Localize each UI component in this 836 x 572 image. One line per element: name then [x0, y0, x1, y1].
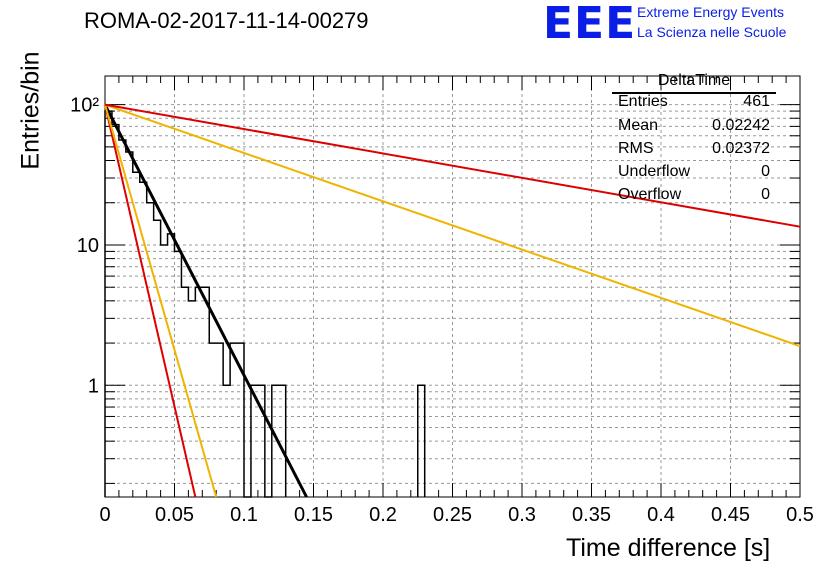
fit-curve-3	[104, 104, 218, 498]
x-tick-label: 0.4	[647, 504, 675, 526]
stats-row-entries: Entries 461	[618, 93, 770, 115]
histogram-bars	[104, 110, 426, 498]
stats-label: Overflow	[618, 186, 682, 203]
x-tick-label: 0.5	[786, 504, 814, 526]
logo-subtitle-2: La Scienza nelle Scuole	[637, 24, 787, 40]
fit-curve-4	[104, 103, 801, 348]
x-tick-label: 0.1	[230, 504, 258, 526]
stats-value: 0.02242	[712, 117, 770, 134]
grid-lines	[105, 76, 800, 497]
stats-label: Entries	[618, 93, 668, 110]
stats-row-underflow: Underflow 0	[618, 163, 770, 185]
x-tick-label: 0.25	[433, 504, 472, 526]
y-axis-label: Entries/bin	[16, 51, 45, 170]
x-tick-label: 0.3	[508, 504, 536, 526]
fit-curve-2	[104, 104, 197, 498]
y-tick-label: 10²	[70, 95, 99, 117]
page-title: ROMA-02-2017-11-14-00279	[84, 8, 369, 33]
stats-row-overflow: Overflow 0	[618, 186, 770, 208]
stats-box: DeltaTime Entries 461 Mean 0.02242 RMS 0…	[612, 72, 776, 208]
stats-divider	[612, 92, 776, 94]
fit-curves	[103, 103, 801, 498]
y-tick-label: 10	[77, 235, 99, 257]
x-tick-label: 0.15	[294, 504, 333, 526]
x-tick-label: 0.2	[369, 504, 397, 526]
fit-curve-1	[103, 103, 308, 498]
stats-value: 0.02372	[712, 140, 770, 157]
eee-logo: EEE	[543, 0, 637, 49]
x-tick-label: 0.45	[711, 504, 750, 526]
stats-label: Underflow	[618, 163, 691, 180]
fit-curve-5	[104, 103, 801, 228]
stats-title: DeltaTime	[657, 72, 731, 89]
stats-label: Mean	[618, 117, 659, 134]
x-tick-label: 0	[99, 504, 110, 526]
stats-label: RMS	[618, 140, 654, 157]
axis-ticks	[104, 76, 801, 497]
stats-value: 461	[743, 93, 770, 110]
x-axis-label: Time difference [s]	[566, 534, 771, 562]
stats-row-rms: RMS 0.02372	[618, 140, 770, 162]
logo-subtitle-1: Extreme Energy Events	[637, 4, 785, 20]
y-tick-label: 1	[88, 375, 99, 397]
stats-row-mean: Mean 0.02242	[618, 117, 770, 139]
x-tick-label: 0.05	[155, 504, 194, 526]
stats-value: 0	[761, 163, 770, 180]
tick-labels: 0 0.05 0.1 0.15 0.2 0.25 0.3 0.35 0.4 0.45 0.5 1 10 1…	[70, 95, 814, 526]
stats-value: 0	[761, 186, 770, 203]
histogram-outline	[104, 110, 426, 498]
x-tick-label: 0.35	[572, 504, 611, 526]
